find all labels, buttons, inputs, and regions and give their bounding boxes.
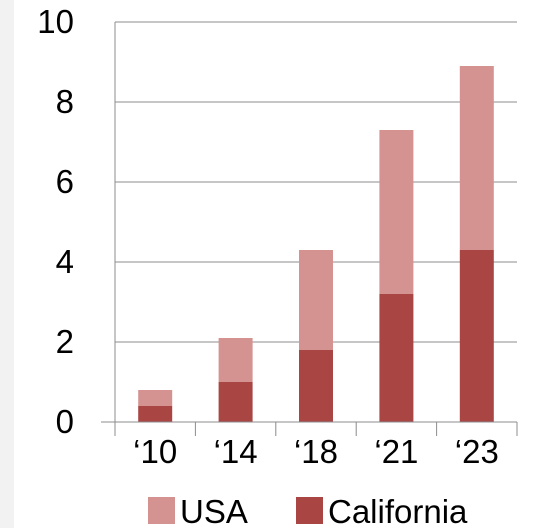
- x-tick-label: ‘21: [374, 433, 418, 470]
- legend-label-usa: USA: [180, 493, 248, 528]
- bar-california-3: [379, 294, 414, 422]
- bar-usa-3: [379, 130, 414, 294]
- x-tick-label: ‘14: [214, 433, 258, 470]
- axes: [101, 22, 518, 436]
- bar-usa-2: [299, 250, 333, 350]
- bar-usa-1: [218, 338, 253, 382]
- bars: [138, 66, 494, 422]
- y-tick-label: 0: [56, 403, 74, 440]
- x-tick-label: ‘18: [294, 433, 338, 470]
- y-tick-label: 10: [37, 3, 74, 40]
- y-tick-label: 8: [56, 83, 74, 120]
- bar-california-0: [138, 406, 173, 422]
- y-tick-label: 4: [56, 243, 74, 280]
- bar-california-4: [459, 250, 494, 422]
- bar-california-2: [299, 350, 333, 422]
- y-tick-label: 6: [56, 163, 74, 200]
- legend: USA California: [148, 493, 468, 528]
- x-tick-label: ‘10: [133, 433, 177, 470]
- y-tick-label: 2: [56, 323, 74, 360]
- x-tick-labels: ‘10 ‘14 ‘18 ‘21 ‘23: [133, 433, 499, 470]
- y-tick-labels: 0 2 4 6 8 10: [37, 3, 74, 440]
- bar-california-1: [218, 382, 253, 422]
- x-tick-label: ‘23: [455, 433, 499, 470]
- bar-usa-0: [138, 390, 173, 406]
- bar-usa-4: [459, 66, 494, 250]
- left-edge-strip: [0, 0, 14, 528]
- legend-swatch-california: [296, 497, 323, 524]
- legend-label-california: California: [328, 493, 468, 528]
- legend-swatch-usa: [148, 497, 175, 524]
